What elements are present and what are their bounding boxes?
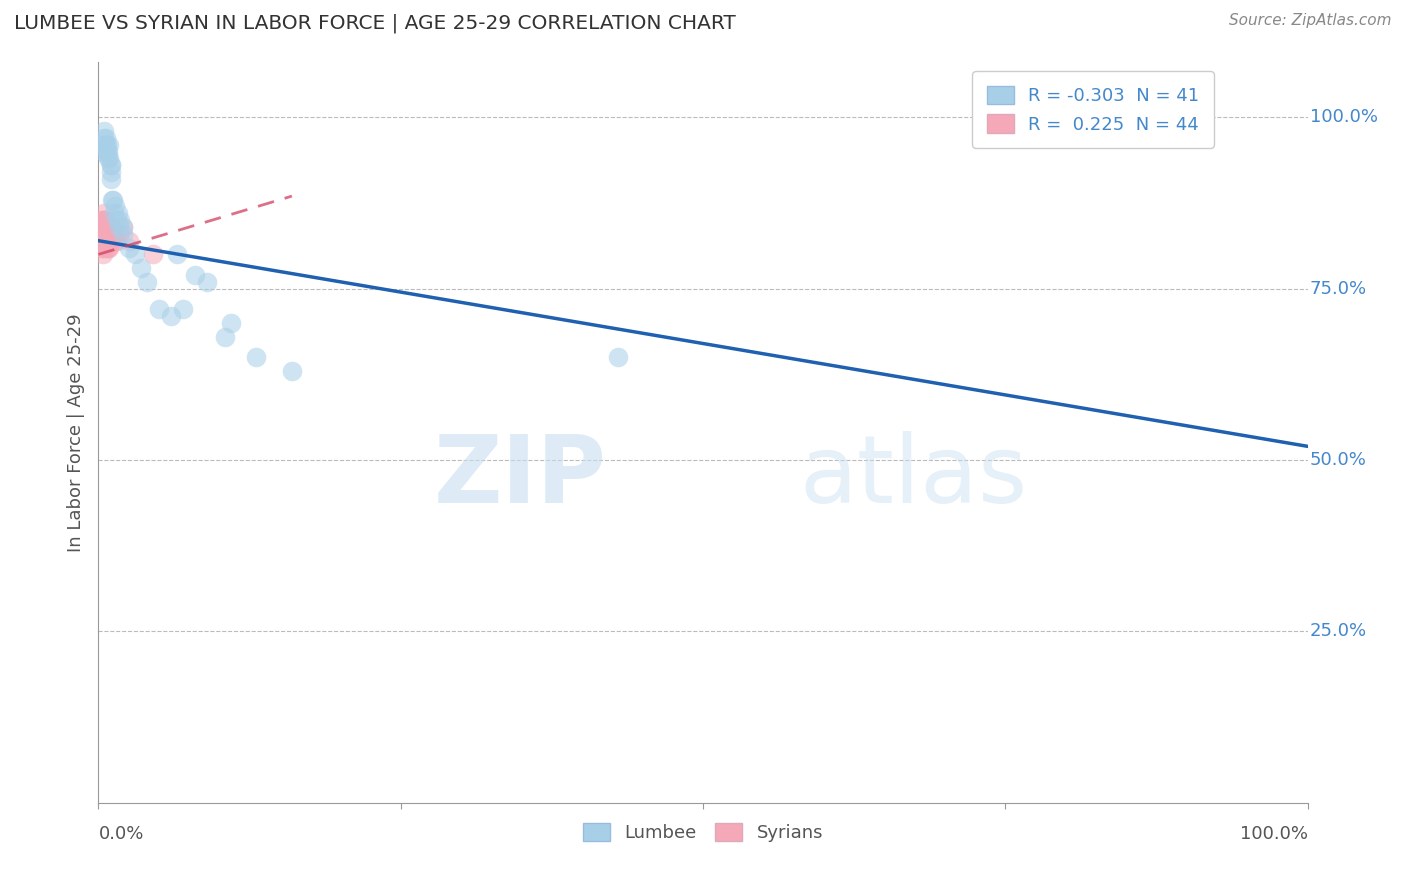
Text: atlas: atlas [800, 431, 1028, 523]
Point [94, 131, 117, 145]
Point [135, 275, 157, 289]
Text: 100.0%: 100.0% [1240, 825, 1308, 843]
Point [281, 364, 304, 378]
Point [93, 137, 115, 152]
Point [98, 152, 121, 166]
Point [97, 240, 120, 255]
Point [94, 137, 117, 152]
Point [91, 247, 114, 261]
Point [103, 227, 125, 241]
Point [107, 206, 129, 220]
Point [103, 206, 125, 220]
Point [166, 247, 188, 261]
Point [184, 268, 207, 282]
Point [91, 240, 114, 255]
Point [98, 234, 121, 248]
Point [104, 199, 127, 213]
Text: 25.0%: 25.0% [1310, 623, 1367, 640]
Point [97, 234, 120, 248]
Legend: Lumbee, Syrians: Lumbee, Syrians [576, 815, 830, 849]
Point [93, 234, 115, 248]
Text: 50.0%: 50.0% [1310, 451, 1367, 469]
Point [100, 219, 122, 234]
Text: 0.0%: 0.0% [98, 825, 143, 843]
Point [96, 219, 118, 234]
Point [93, 206, 115, 220]
Point [90, 234, 112, 248]
Point [245, 350, 267, 364]
Point [91, 219, 114, 234]
Point [98, 137, 121, 152]
Point [96, 227, 118, 241]
Point [94, 213, 117, 227]
Point [94, 234, 117, 248]
Point [160, 309, 183, 323]
Text: ZIP: ZIP [433, 431, 606, 523]
Point [101, 227, 124, 241]
Point [90, 219, 112, 234]
Point [93, 145, 115, 159]
Point [124, 247, 146, 261]
Point [93, 213, 115, 227]
Point [108, 219, 131, 234]
Point [221, 316, 243, 330]
Point [93, 131, 115, 145]
Point [90, 227, 112, 241]
Point [100, 158, 122, 172]
Point [214, 329, 236, 343]
Point [195, 275, 218, 289]
Point [100, 234, 122, 248]
Point [91, 227, 114, 241]
Point [91, 234, 114, 248]
Point [93, 227, 115, 241]
Point [91, 234, 114, 248]
Point [607, 350, 630, 364]
Text: Source: ZipAtlas.com: Source: ZipAtlas.com [1229, 13, 1392, 29]
Point [172, 302, 194, 317]
Point [96, 145, 118, 159]
Point [108, 213, 131, 227]
Point [118, 234, 141, 248]
Point [91, 213, 114, 227]
Text: 75.0%: 75.0% [1310, 280, 1367, 298]
Point [93, 219, 115, 234]
Point [105, 213, 128, 227]
Point [91, 240, 114, 255]
Point [101, 193, 124, 207]
Text: 100.0%: 100.0% [1310, 108, 1378, 127]
Point [91, 219, 114, 234]
Point [100, 193, 122, 207]
Point [142, 247, 165, 261]
Point [105, 234, 128, 248]
Point [96, 137, 118, 152]
Point [100, 227, 122, 241]
Y-axis label: In Labor Force | Age 25-29: In Labor Force | Age 25-29 [66, 313, 84, 552]
Point [97, 145, 120, 159]
Point [100, 234, 122, 248]
Point [111, 219, 134, 234]
Point [91, 227, 114, 241]
Text: LUMBEE VS SYRIAN IN LABOR FORCE | AGE 25-29 CORRELATION CHART: LUMBEE VS SYRIAN IN LABOR FORCE | AGE 25… [14, 13, 735, 33]
Point [96, 240, 118, 255]
Point [98, 240, 121, 255]
Point [108, 227, 131, 241]
Point [91, 213, 114, 227]
Point [111, 219, 134, 234]
Point [104, 234, 127, 248]
Point [94, 219, 117, 234]
Point [97, 152, 120, 166]
Point [118, 240, 141, 255]
Point [94, 227, 117, 241]
Point [100, 165, 122, 179]
Point [97, 227, 120, 241]
Point [96, 234, 118, 248]
Point [111, 227, 134, 241]
Point [93, 124, 115, 138]
Point [129, 261, 152, 276]
Point [148, 302, 170, 317]
Point [100, 172, 122, 186]
Point [100, 158, 122, 172]
